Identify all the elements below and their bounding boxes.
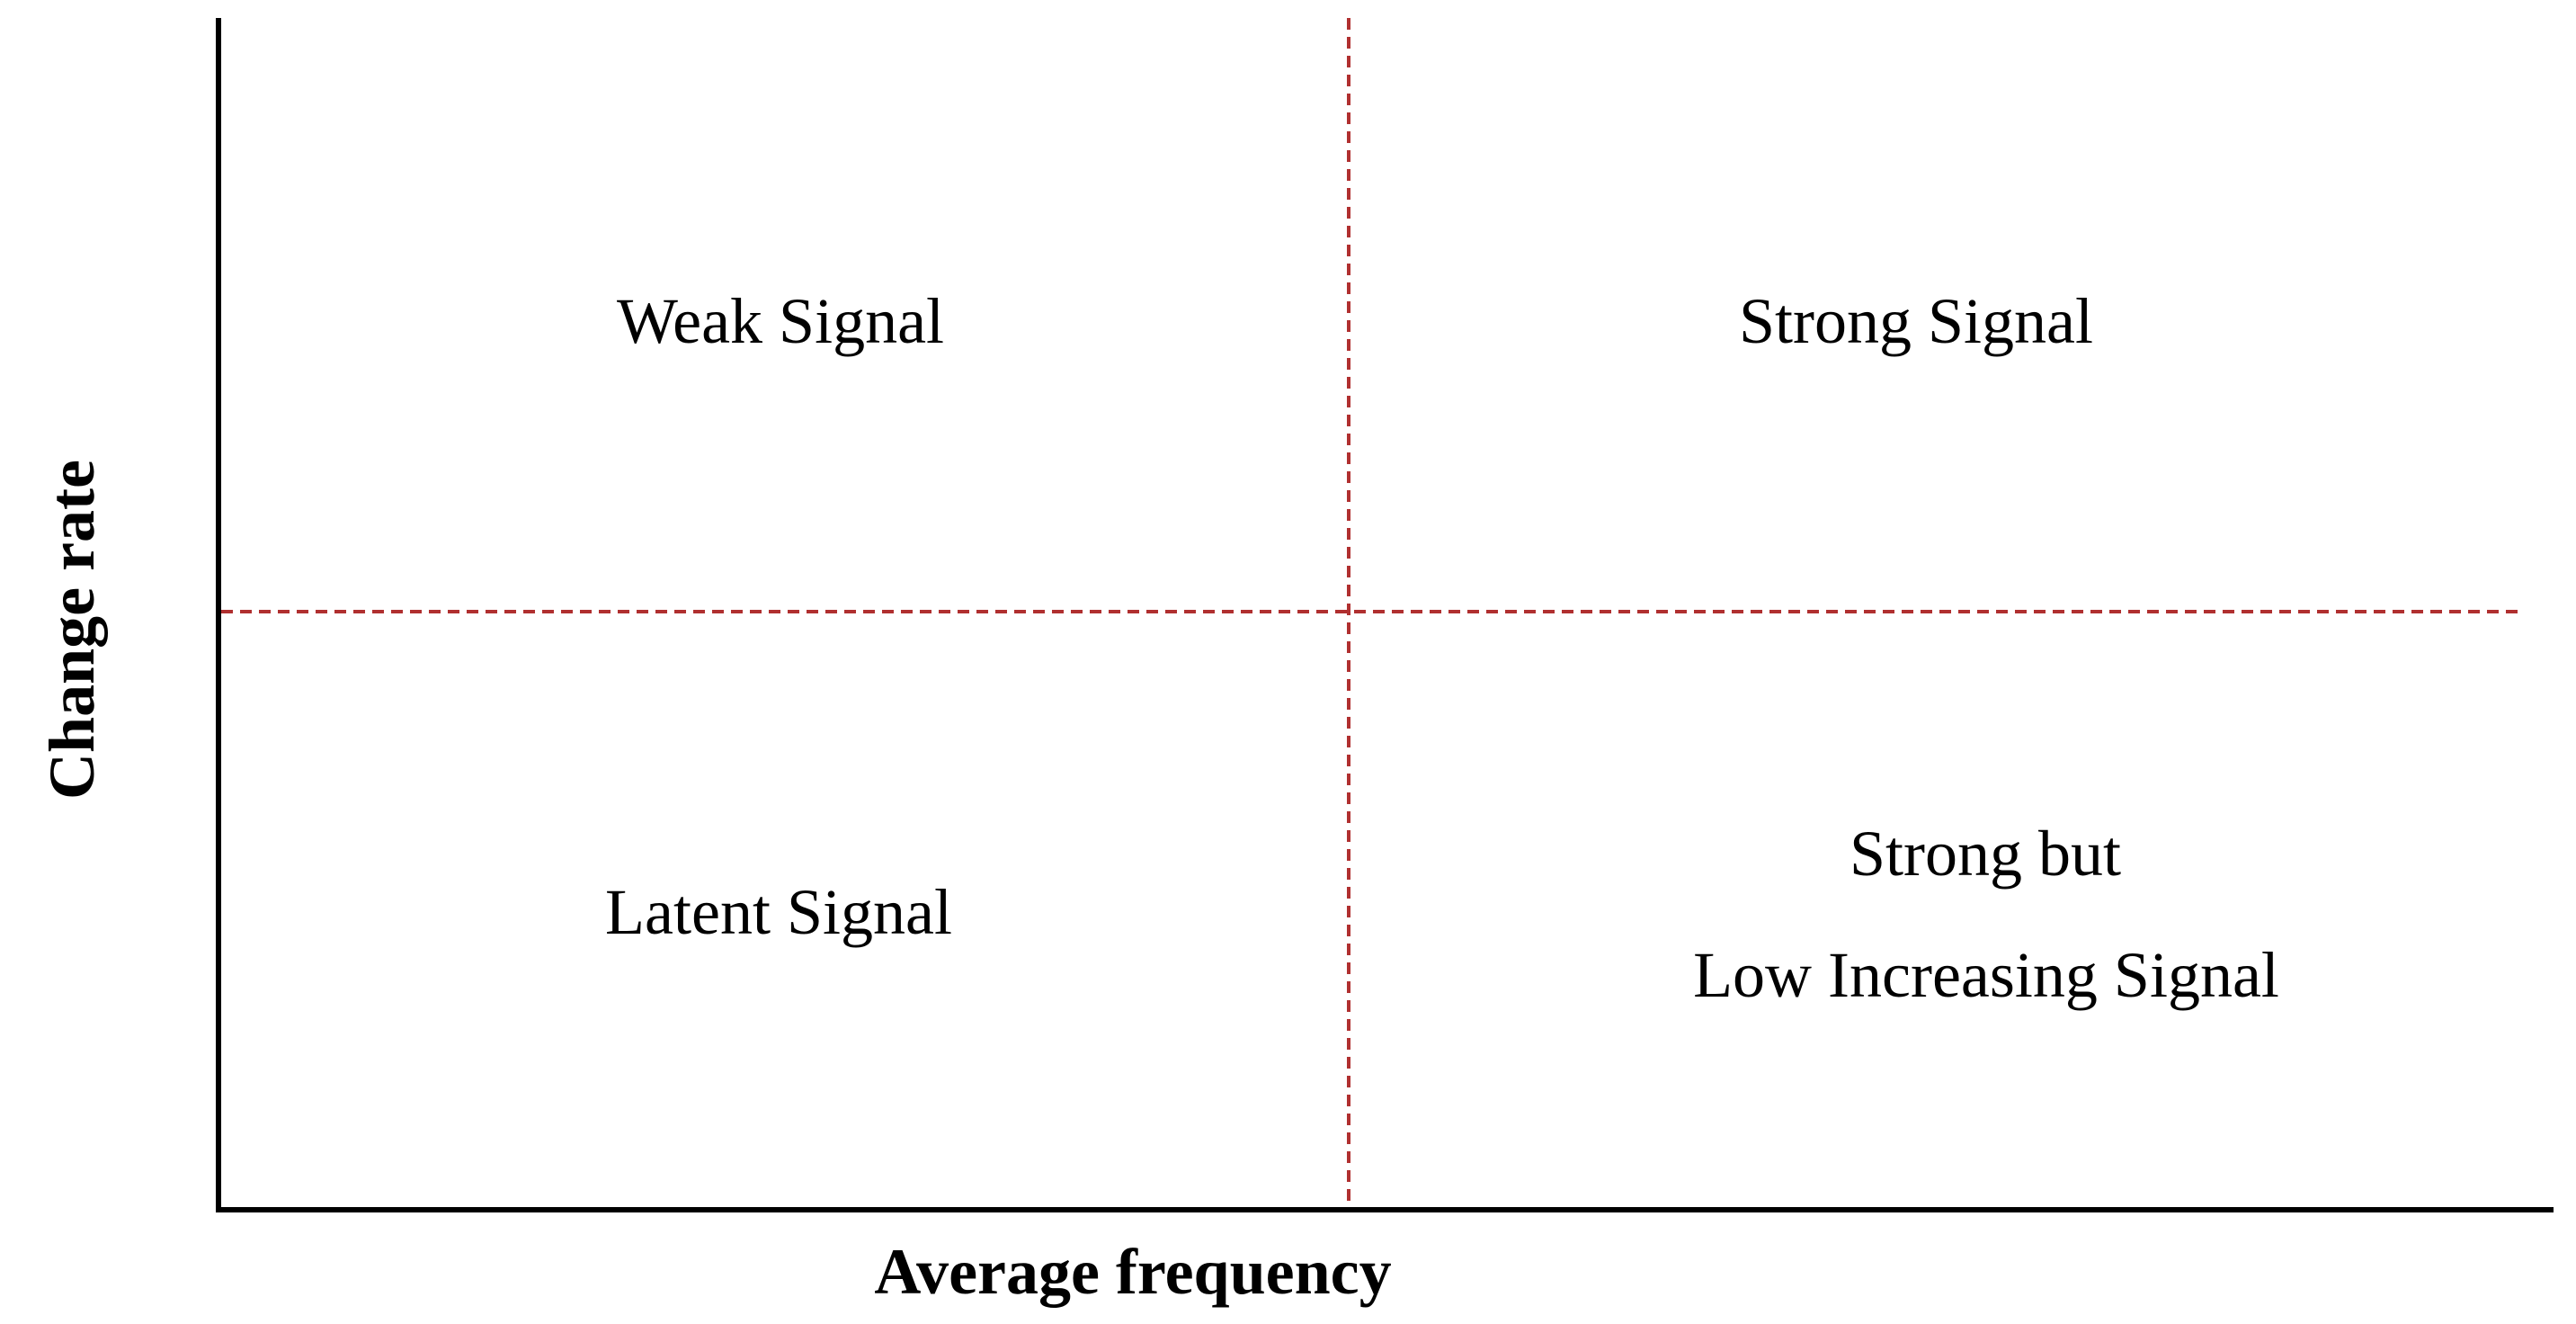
- quadrant-latent-signal: Latent Signal: [605, 876, 952, 948]
- quadrant-strong-low-increasing-line2: Low Increasing Signal: [1693, 939, 2279, 1011]
- y-axis-label: Change rate: [36, 460, 108, 800]
- x-axis-label: Average frequency: [874, 1236, 1392, 1308]
- quadrant-strong-signal: Strong Signal: [1738, 285, 2094, 357]
- quadrant-strong-low-increasing-line1: Strong but: [1849, 818, 2122, 890]
- quadrant-weak-signal: Weak Signal: [616, 285, 945, 357]
